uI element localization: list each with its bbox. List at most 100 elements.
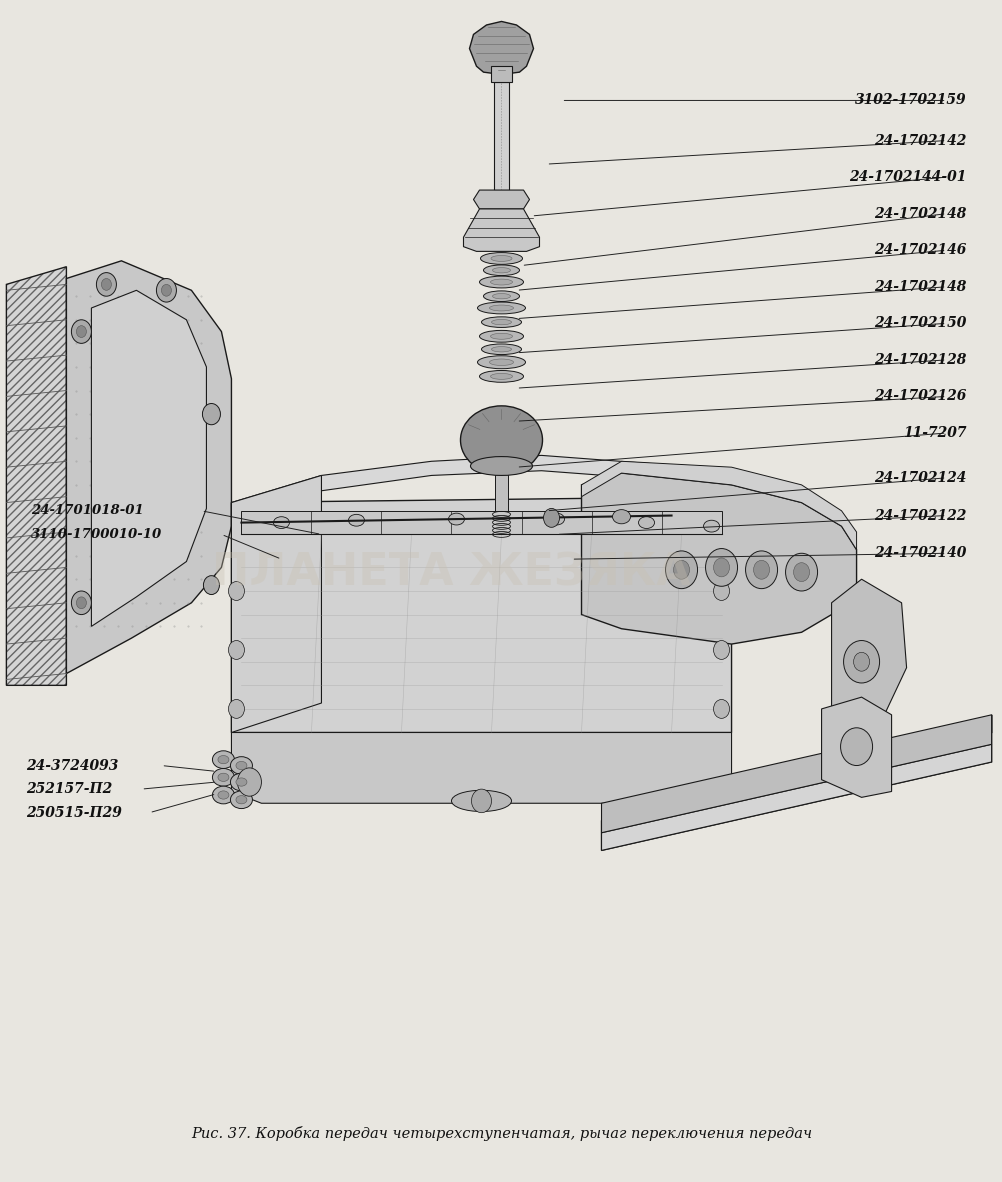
Ellipse shape bbox=[638, 517, 654, 528]
Ellipse shape bbox=[489, 359, 513, 365]
Ellipse shape bbox=[235, 761, 246, 769]
Ellipse shape bbox=[483, 291, 519, 301]
Polygon shape bbox=[231, 733, 730, 804]
Polygon shape bbox=[581, 473, 856, 644]
Circle shape bbox=[712, 582, 728, 600]
Ellipse shape bbox=[212, 751, 234, 768]
Circle shape bbox=[228, 582, 244, 600]
Polygon shape bbox=[66, 261, 231, 674]
Ellipse shape bbox=[490, 279, 512, 285]
Ellipse shape bbox=[491, 319, 511, 325]
Ellipse shape bbox=[491, 346, 511, 352]
Text: 3102-1702159: 3102-1702159 bbox=[854, 93, 966, 108]
Text: 24-1702148: 24-1702148 bbox=[874, 207, 966, 221]
Text: 24-1702150: 24-1702150 bbox=[874, 317, 966, 330]
Circle shape bbox=[237, 768, 262, 797]
Text: ПЛАНЕТА ЖЕЗЯКА: ПЛАНЕТА ЖЕЗЯКА bbox=[211, 552, 690, 595]
Circle shape bbox=[712, 700, 728, 719]
Ellipse shape bbox=[481, 317, 521, 327]
Ellipse shape bbox=[490, 333, 512, 339]
Circle shape bbox=[673, 560, 688, 579]
Circle shape bbox=[843, 641, 879, 683]
Ellipse shape bbox=[702, 520, 718, 532]
Ellipse shape bbox=[235, 778, 246, 786]
Ellipse shape bbox=[230, 791, 253, 808]
Text: 24-1702122: 24-1702122 bbox=[874, 508, 966, 522]
Circle shape bbox=[101, 279, 111, 291]
Ellipse shape bbox=[217, 773, 228, 781]
Polygon shape bbox=[601, 715, 991, 850]
Ellipse shape bbox=[217, 791, 228, 799]
Ellipse shape bbox=[348, 514, 364, 526]
Text: 24-1701018-01: 24-1701018-01 bbox=[31, 505, 144, 518]
Ellipse shape bbox=[491, 255, 511, 261]
Circle shape bbox=[202, 403, 220, 424]
Polygon shape bbox=[821, 697, 891, 798]
Ellipse shape bbox=[479, 277, 523, 288]
Polygon shape bbox=[601, 715, 991, 833]
Polygon shape bbox=[473, 190, 529, 209]
Text: 3110-1700010-10: 3110-1700010-10 bbox=[31, 528, 162, 541]
Circle shape bbox=[704, 548, 736, 586]
Circle shape bbox=[156, 279, 176, 303]
Polygon shape bbox=[463, 209, 539, 252]
Polygon shape bbox=[231, 496, 730, 733]
Polygon shape bbox=[581, 461, 856, 550]
Ellipse shape bbox=[451, 791, 511, 812]
Polygon shape bbox=[231, 475, 321, 733]
Ellipse shape bbox=[612, 509, 630, 524]
Ellipse shape bbox=[217, 755, 228, 764]
Circle shape bbox=[71, 591, 91, 615]
Circle shape bbox=[785, 553, 817, 591]
Circle shape bbox=[793, 563, 809, 582]
Ellipse shape bbox=[230, 756, 253, 774]
Ellipse shape bbox=[477, 356, 525, 369]
Bar bbox=[491, 66, 511, 82]
Text: Рис. 37. Коробка передач четырехступенчатая, рычаг переключения передач: Рис. 37. Коробка передач четырехступенча… bbox=[190, 1126, 812, 1141]
Text: 24-1702140: 24-1702140 bbox=[874, 546, 966, 560]
Polygon shape bbox=[231, 455, 730, 518]
Circle shape bbox=[203, 576, 219, 595]
Bar bbox=[494, 82, 508, 190]
Ellipse shape bbox=[479, 370, 523, 382]
Circle shape bbox=[76, 597, 86, 609]
Circle shape bbox=[76, 326, 86, 338]
Text: 24-3724093: 24-3724093 bbox=[26, 759, 118, 773]
Polygon shape bbox=[831, 579, 906, 721]
Text: 24-1702142: 24-1702142 bbox=[874, 134, 966, 148]
Ellipse shape bbox=[480, 253, 522, 265]
Bar bbox=[241, 511, 720, 534]
Ellipse shape bbox=[477, 303, 525, 314]
Circle shape bbox=[853, 652, 869, 671]
Ellipse shape bbox=[212, 786, 234, 804]
Ellipse shape bbox=[212, 768, 234, 786]
Circle shape bbox=[665, 551, 696, 589]
Circle shape bbox=[712, 641, 728, 660]
Polygon shape bbox=[469, 21, 533, 74]
Ellipse shape bbox=[479, 331, 523, 342]
Ellipse shape bbox=[489, 305, 513, 311]
Circle shape bbox=[96, 273, 116, 297]
Text: 24-1702128: 24-1702128 bbox=[874, 353, 966, 366]
Circle shape bbox=[228, 641, 244, 660]
Polygon shape bbox=[6, 267, 66, 686]
Text: 24-1702148: 24-1702148 bbox=[874, 280, 966, 294]
Circle shape bbox=[712, 558, 728, 577]
Circle shape bbox=[744, 551, 777, 589]
Ellipse shape bbox=[483, 265, 519, 275]
Text: 252157-П2: 252157-П2 bbox=[26, 782, 112, 797]
Text: 24-1702126: 24-1702126 bbox=[874, 389, 966, 403]
Ellipse shape bbox=[230, 773, 253, 791]
Ellipse shape bbox=[492, 293, 510, 299]
Text: 250515-П29: 250515-П29 bbox=[26, 806, 122, 819]
Circle shape bbox=[228, 700, 244, 719]
Ellipse shape bbox=[448, 513, 464, 525]
Polygon shape bbox=[91, 291, 206, 626]
Ellipse shape bbox=[481, 344, 521, 355]
Ellipse shape bbox=[460, 405, 542, 474]
Ellipse shape bbox=[470, 456, 532, 475]
Text: 24-1702144-01: 24-1702144-01 bbox=[849, 170, 966, 184]
Ellipse shape bbox=[492, 267, 510, 273]
Ellipse shape bbox=[235, 795, 246, 804]
Polygon shape bbox=[601, 745, 991, 850]
